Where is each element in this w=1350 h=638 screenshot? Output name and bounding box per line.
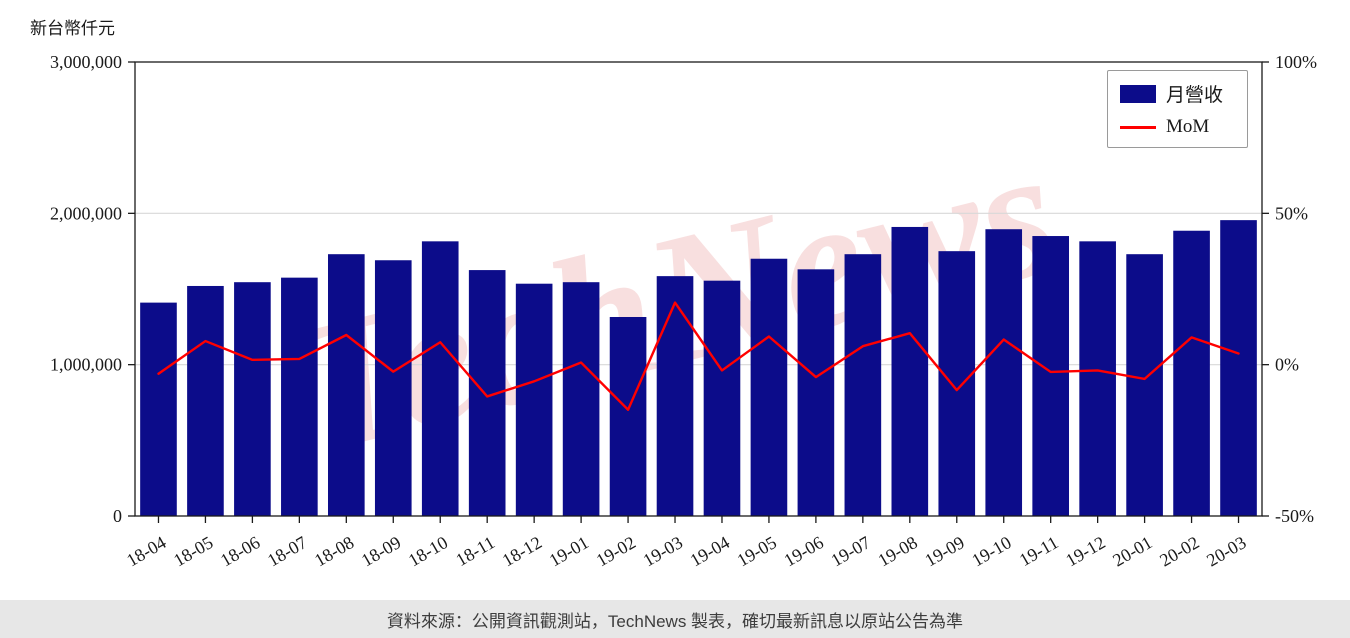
x-axis-tick-label: 19-12 <box>1062 532 1108 570</box>
x-axis-tick-label: 18-11 <box>452 532 498 570</box>
x-axis-tick-label: 19-05 <box>734 532 780 570</box>
left-axis-tick-label: 1,000,000 <box>50 355 122 375</box>
revenue-bar <box>844 254 882 516</box>
revenue-bar <box>187 285 224 516</box>
legend-item-revenue: 月營收 <box>1120 80 1235 107</box>
mom-line-swatch-icon <box>1120 125 1156 129</box>
right-axis-tick-label: 100% <box>1275 52 1317 72</box>
revenue-bar <box>891 226 929 516</box>
left-axis-tick-label: 3,000,000 <box>50 52 122 72</box>
legend: 月營收 MoM <box>1107 70 1248 148</box>
revenue-bar <box>281 277 318 516</box>
right-axis-tick-label: 0% <box>1275 355 1299 375</box>
revenue-bar <box>1173 230 1210 516</box>
x-axis-tick-label: 19-09 <box>921 532 967 570</box>
x-axis-tick-label: 18-12 <box>499 532 545 570</box>
legend-item-mom: MoM <box>1120 116 1235 138</box>
mom-line <box>157 301 1240 411</box>
revenue-bar <box>1032 236 1070 517</box>
revenue-bar <box>1220 220 1257 517</box>
x-axis-tick-label: 18-09 <box>358 532 404 570</box>
revenue-bar <box>1079 241 1116 516</box>
x-axis-tick-label: 19-02 <box>593 532 639 570</box>
x-axis-tick-label: 20-02 <box>1156 532 1202 570</box>
left-axis-title: 新台幣仟元 <box>30 19 115 38</box>
x-axis-tick-label: 20-03 <box>1203 532 1249 570</box>
revenue-bar <box>938 251 976 516</box>
x-axis-tick-label: 20-01 <box>1109 532 1155 570</box>
x-axis-tick-label: 18-07 <box>264 532 310 570</box>
revenue-bar <box>421 241 459 516</box>
x-axis-tick-label: 18-08 <box>311 532 357 570</box>
right-axis-tick-label: -50% <box>1275 506 1314 526</box>
revenue-bar <box>750 258 788 516</box>
right-axis-tick-label: 50% <box>1275 203 1308 223</box>
x-axis-tick-label: 18-06 <box>217 532 263 570</box>
x-axis-tick-label: 19-10 <box>968 532 1014 570</box>
x-axis-tick-label: 19-01 <box>546 532 592 570</box>
legend-label-mom: MoM <box>1166 116 1210 137</box>
x-axis-tick-label: 19-06 <box>781 532 827 570</box>
left-axis-tick-label: 0 <box>113 506 122 526</box>
revenue-bar <box>234 282 271 516</box>
legend-label-revenue: 月營收 <box>1166 85 1224 106</box>
revenue-bar <box>656 276 694 516</box>
revenue-bar <box>140 302 177 516</box>
x-axis-tick-label: 19-04 <box>687 532 733 570</box>
revenue-bar-swatch-icon <box>1120 84 1156 103</box>
monthly-revenue-chart: 3,000,000 2,000,000 1,000,000 0 100% 50% 0% -50… <box>50 52 1317 570</box>
revenue-bar <box>1126 254 1163 516</box>
revenue-bar <box>985 229 1023 516</box>
revenue-bar <box>515 283 553 516</box>
revenue-bar <box>703 280 741 516</box>
x-axis-tick-label: 19-11 <box>1016 532 1062 570</box>
revenue-bar <box>327 254 365 516</box>
x-axis-tick-label: 18-04 <box>123 532 169 570</box>
left-axis-tick-label: 2,000,000 <box>50 203 122 223</box>
revenue-bar <box>374 260 412 516</box>
plot-border <box>134 61 1263 517</box>
revenue-bar <box>562 282 600 516</box>
source-footer-text: 資料來源：公開資訊觀測站，TechNews 製表，確切最新訊息以原站公告為準 <box>386 611 964 631</box>
x-axis-tick-label: 19-08 <box>874 532 920 570</box>
revenue-bar <box>609 316 647 516</box>
x-axis-tick-label: 18-05 <box>170 532 216 570</box>
x-axis-tick-label: 19-03 <box>640 532 686 570</box>
source-footer: 資料來源：公開資訊觀測站，TechNews 製表，確切最新訊息以原站公告為準 <box>0 600 1350 638</box>
x-axis-tick-label: 19-07 <box>827 532 873 570</box>
revenue-bar <box>797 269 835 516</box>
x-axis-tick-label: 18-10 <box>405 532 451 570</box>
